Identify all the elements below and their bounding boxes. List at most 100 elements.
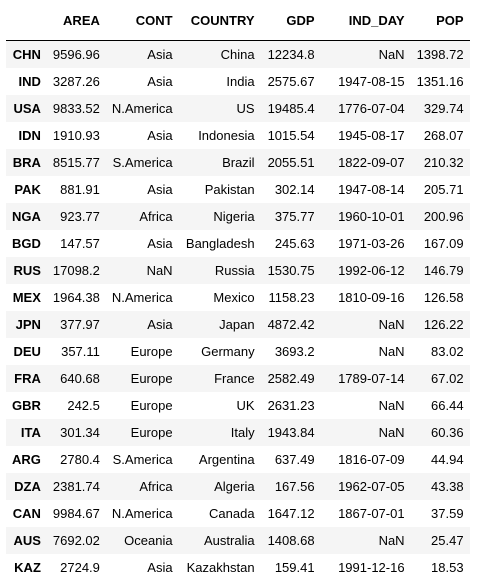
cell-ind-day: NaN: [378, 425, 405, 440]
cell-area: 8515.77: [52, 155, 100, 170]
cell-cont: Asia: [147, 560, 173, 575]
cell-pop: 25.47: [431, 533, 464, 548]
row-index: IDN: [18, 128, 41, 143]
cell-gdp: 3693.2: [274, 344, 315, 359]
cell-pop: 67.02: [431, 371, 464, 386]
row-index: JPN: [15, 317, 41, 332]
cell-country: India: [226, 74, 255, 89]
table-row: NGA 923.77 Africa Nigeria 375.77 1960-10-01 20…: [6, 203, 470, 230]
row-index: PAK: [14, 182, 41, 197]
cell-country: Russia: [214, 263, 255, 278]
cell-country: Japan: [219, 317, 255, 332]
cell-pop: 66.44: [431, 398, 464, 413]
row-index: FRA: [14, 371, 41, 386]
table-row: PAK 881.91 Asia Pakistan 302.14 1947-08-14 205…: [6, 176, 470, 203]
cell-country: Indonesia: [198, 128, 255, 143]
cell-country: China: [220, 47, 255, 62]
cell-ind-day: NaN: [378, 398, 405, 413]
cell-country: Mexico: [213, 290, 255, 305]
cell-cont: S.America: [112, 155, 173, 170]
cell-ind-day: 1810-09-16: [338, 290, 405, 305]
cell-pop: 1351.16: [416, 74, 464, 89]
cell-ind-day: 1776-07-04: [338, 101, 405, 116]
row-index: ITA: [20, 425, 41, 440]
cell-country: Algeria: [214, 479, 255, 494]
row-index: DEU: [13, 344, 41, 359]
cell-country: Canada: [209, 506, 255, 521]
table-row: BRA 8515.77 S.America Brazil 2055.51 1822-09-…: [6, 149, 470, 176]
cell-pop: 44.94: [431, 452, 464, 467]
cell-area: 2724.9: [60, 560, 100, 575]
cell-pop: 329.74: [423, 101, 464, 116]
row-index: BRA: [12, 155, 41, 170]
row-index: KAZ: [14, 560, 41, 575]
cell-pop: 167.09: [423, 236, 464, 251]
cell-cont: Europe: [130, 344, 173, 359]
cell-pop: 1398.72: [416, 47, 464, 62]
cell-cont: Asia: [147, 47, 173, 62]
table-row: CAN 9984.67 N.America Canada 1647.12 1867-07-…: [6, 500, 470, 527]
cell-area: 1964.38: [52, 290, 100, 305]
cell-gdp: 375.77: [274, 209, 315, 224]
cell-gdp: 1647.12: [267, 506, 315, 521]
cell-ind-day: NaN: [378, 317, 405, 332]
cell-ind-day: 1945-08-17: [338, 128, 405, 143]
cell-cont: Asia: [147, 236, 173, 251]
cell-area: 2780.4: [60, 452, 100, 467]
cell-cont: Asia: [147, 182, 173, 197]
cell-area: 1910.93: [52, 128, 100, 143]
cell-cont: S.America: [112, 452, 173, 467]
row-index: USA: [13, 101, 41, 116]
row-index: BGD: [12, 236, 41, 251]
cell-area: 9596.96: [52, 47, 100, 62]
cell-gdp: 1158.23: [268, 290, 315, 305]
cell-country: US: [236, 101, 255, 116]
table-row: KAZ 2724.9 Asia Kazakhstan 159.41 1991-12-16 1…: [6, 554, 470, 581]
header-index: [6, 0, 47, 41]
cell-gdp: 1530.75: [267, 263, 315, 278]
cell-area: 301.34: [60, 425, 100, 440]
cell-gdp: 159.41: [274, 560, 315, 575]
cell-gdp: 2631.23: [267, 398, 315, 413]
cell-pop: 18.53: [431, 560, 464, 575]
cell-area: 357.11: [61, 344, 100, 359]
row-index: NGA: [12, 209, 41, 224]
cell-gdp: 1015.54: [267, 128, 315, 143]
cell-ind-day: 1867-07-01: [338, 506, 405, 521]
cell-ind-day: 1947-08-15: [338, 74, 405, 89]
cell-gdp: 2575.67: [267, 74, 315, 89]
header-gdp: GDP: [260, 0, 321, 41]
table-header: AREA CONT COUNTRY GDP IND_DAY POP: [6, 0, 470, 41]
cell-country: Australia: [204, 533, 255, 548]
cell-ind-day: NaN: [378, 47, 405, 62]
cell-area: 377.97: [60, 317, 100, 332]
table-row: MEX 1964.38 N.America Mexico 1158.23 1810-09-…: [6, 284, 470, 311]
row-index: IND: [18, 74, 41, 89]
table-row: CHN 9596.96 Asia China 12234.8 NaN 1398.72: [6, 40, 470, 68]
cell-gdp: 2582.49: [267, 371, 315, 386]
header-pop: POP: [410, 0, 470, 41]
table-row: BGD 147.57 Asia Bangladesh 245.63 1971-03-26 1…: [6, 230, 470, 257]
cell-pop: 126.22: [423, 317, 464, 332]
header-cont: CONT: [105, 0, 179, 41]
cell-gdp: 245.63: [274, 236, 315, 251]
cell-pop: 43.38: [431, 479, 464, 494]
cell-cont: Oceania: [124, 533, 173, 548]
cell-pop: 126.58: [423, 290, 464, 305]
cell-area: 881.91: [60, 182, 100, 197]
table-row: DEU 357.11 Europe Germany 3693.2 NaN 83.02: [6, 338, 470, 365]
cell-pop: 60.36: [431, 425, 464, 440]
cell-country: France: [214, 371, 255, 386]
table-row: IDN 1910.93 Asia Indonesia 1015.54 1945-08-17…: [6, 122, 470, 149]
cell-area: 3287.26: [52, 74, 100, 89]
cell-cont: Asia: [147, 128, 173, 143]
cell-country: UK: [236, 398, 255, 413]
cell-gdp: 4872.42: [267, 317, 315, 332]
cell-cont: Europe: [130, 371, 173, 386]
row-index: MEX: [12, 290, 41, 305]
cell-ind-day: 1992-06-12: [338, 263, 405, 278]
cell-gdp: 1943.84: [267, 425, 315, 440]
table-row: IND 3287.26 Asia India 2575.67 1947-08-15 1351…: [6, 68, 470, 95]
cell-ind-day: NaN: [378, 533, 405, 548]
table-row: RUS 17098.2 NaN Russia 1530.75 1992-06-12 146.…: [6, 257, 470, 284]
